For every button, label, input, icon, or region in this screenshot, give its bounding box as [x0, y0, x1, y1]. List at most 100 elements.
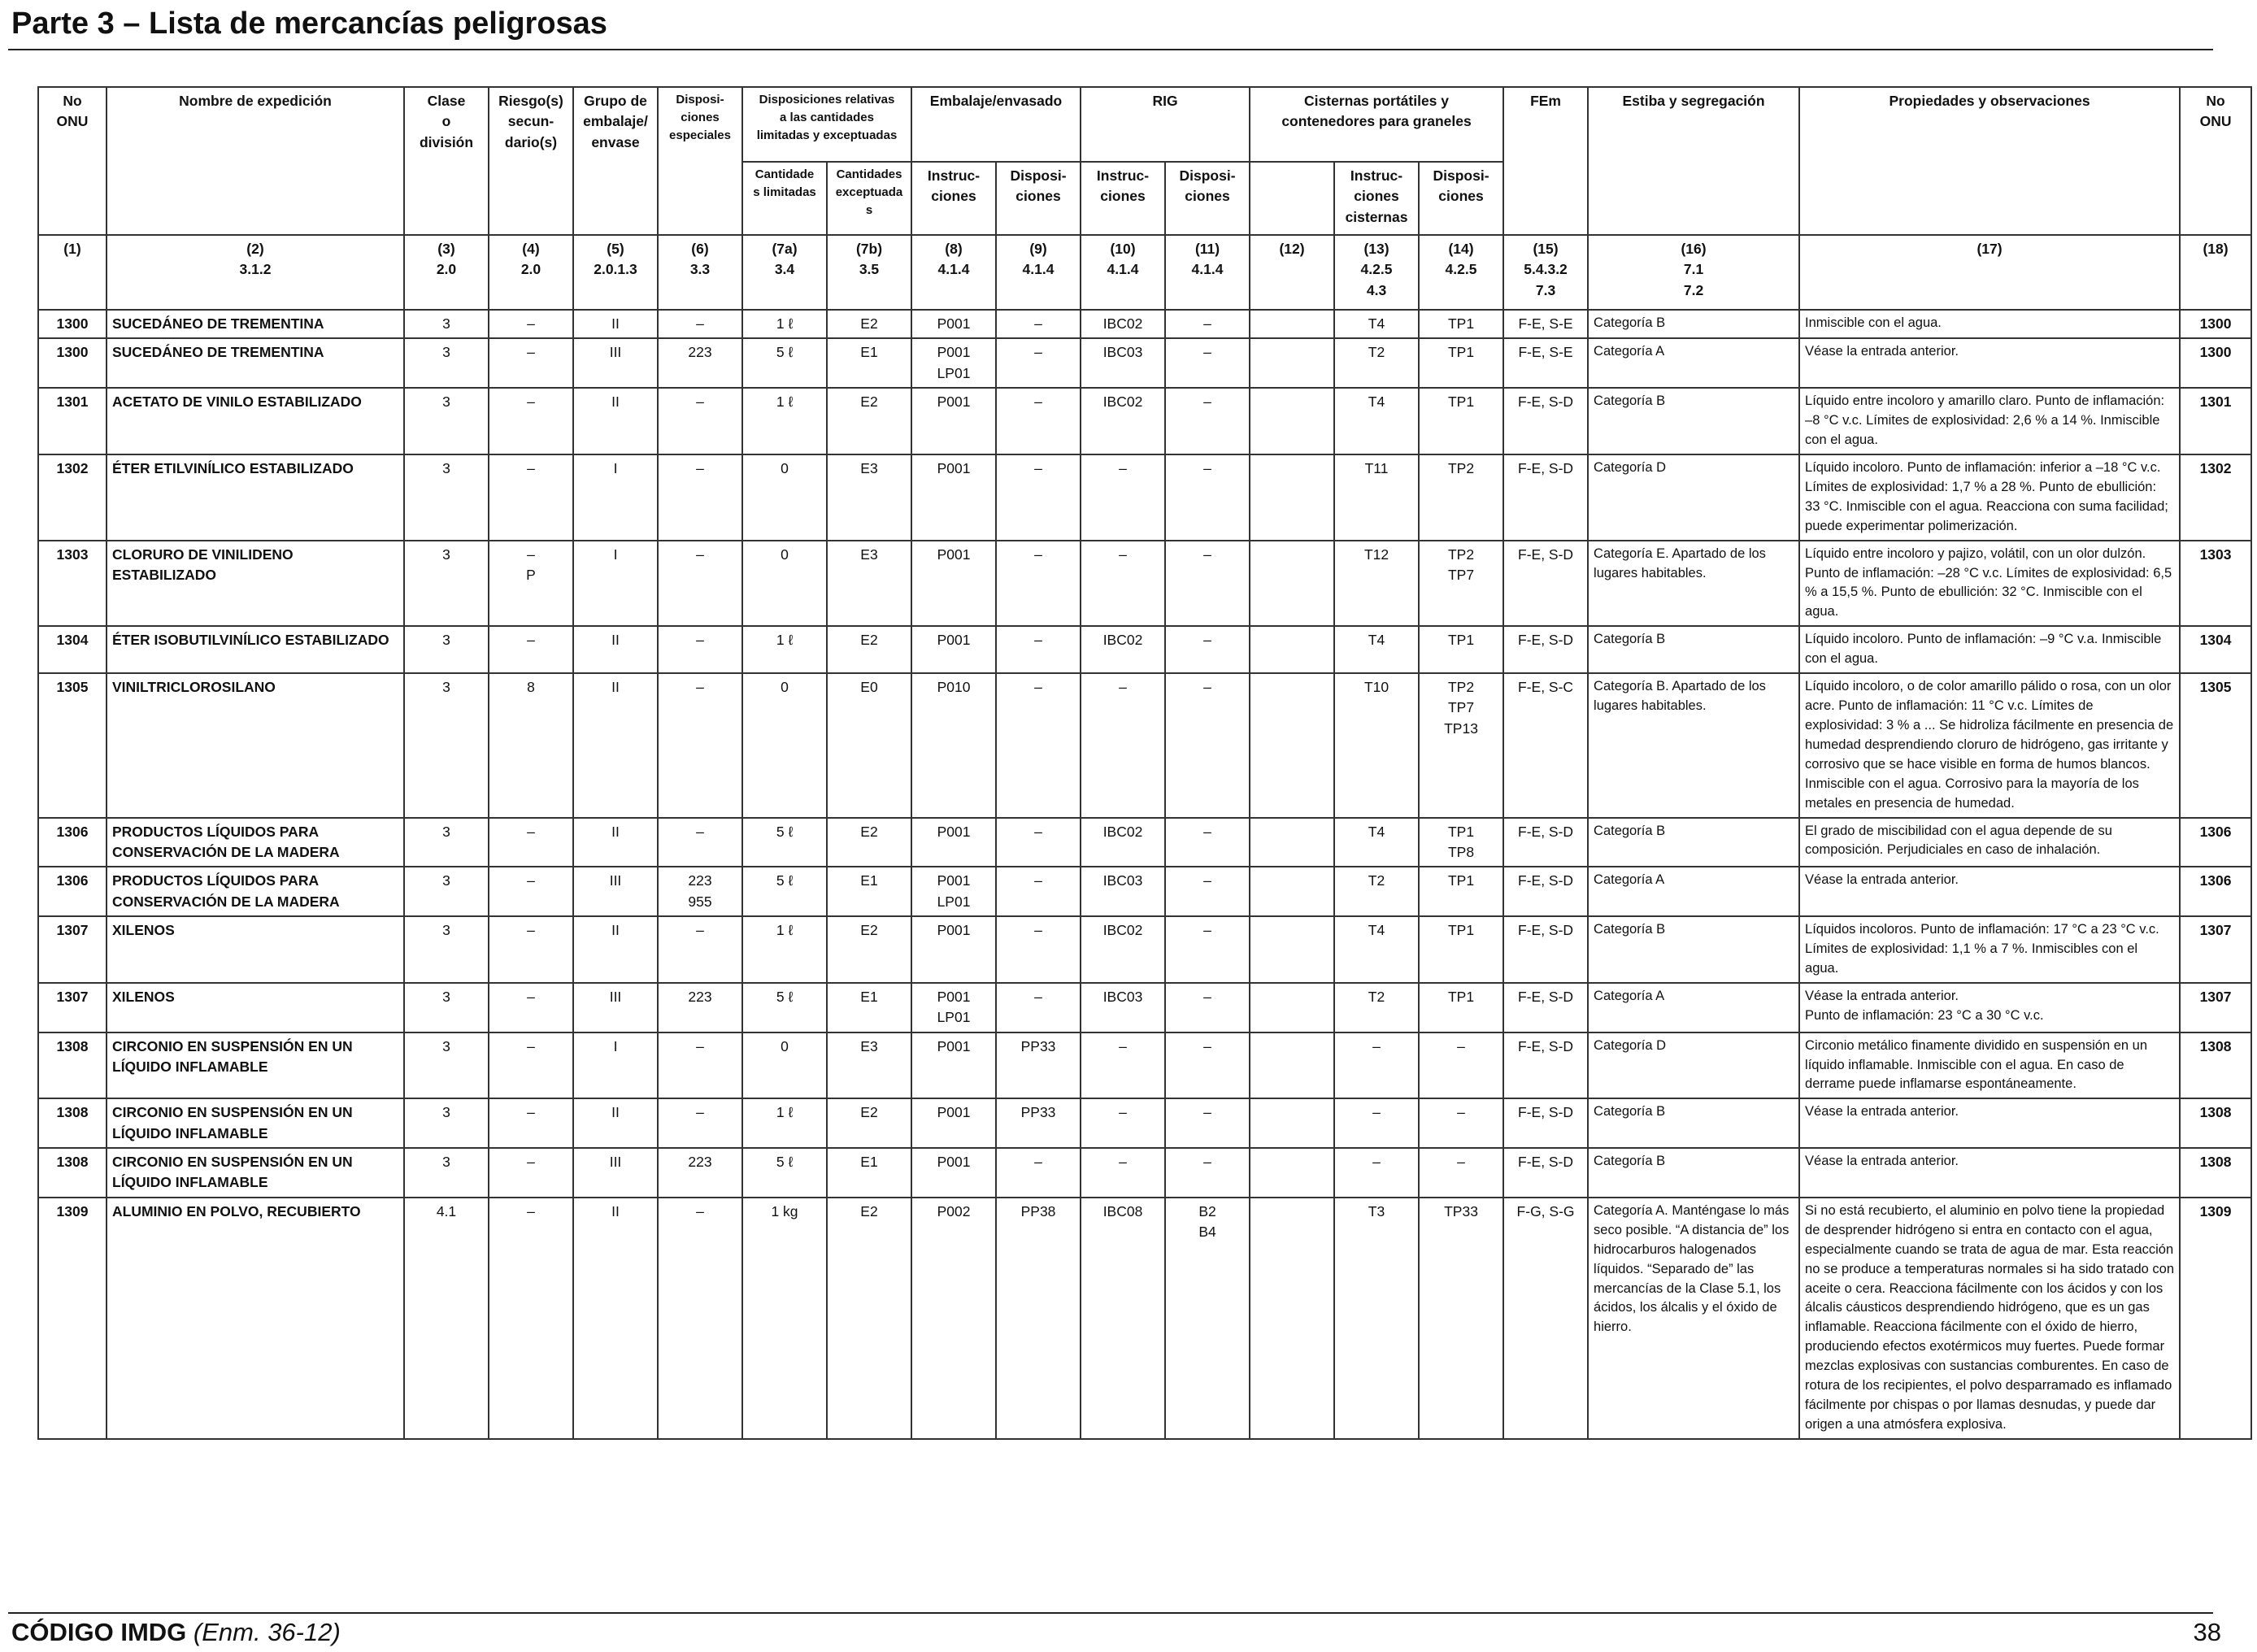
- table-body: 1300 SUCEDÁNEO DE TREMENTINA 3– II –1 ℓ E2 P00…: [37, 308, 2253, 1440]
- cell-ibc-instruction: –: [1080, 1147, 1167, 1198]
- page-title: Parte 3 – Lista de mercancías peligrosas: [11, 7, 607, 41]
- header-un-no-right: No ONU: [2179, 86, 2253, 236]
- cell-packing-instruction: P002: [911, 1196, 997, 1440]
- cell-stowage: Categoría B: [1587, 915, 1801, 984]
- column-number: (7b) 3.5: [826, 234, 912, 311]
- cell-ems: F-E, S-D: [1502, 915, 1589, 984]
- cell-special-provisions: –: [657, 1196, 743, 1440]
- cell-ibc-provision: –: [1164, 1147, 1251, 1198]
- cell-packing-instruction: P001: [911, 1098, 997, 1150]
- cell-tank-provision: –: [1418, 1098, 1505, 1150]
- cell-un-number: 1304: [37, 625, 107, 675]
- cell-packing-group: II: [572, 1098, 659, 1150]
- cell-packing-provision: –: [994, 866, 1082, 918]
- table-row: 1307 XILENOS 3– II –1 ℓ E2 P001– IBC02– T4 TP1 F-E…: [37, 915, 2253, 984]
- cell-special-provisions: 223: [657, 981, 743, 1033]
- cell-subsidiary-risk: – P: [488, 539, 574, 628]
- column-number: (1): [37, 234, 107, 311]
- dangerous-goods-table: No ONU Nombre de expedición Clase o divi…: [37, 86, 2253, 1440]
- header-limited-quantities: Cantidade s limitadas: [741, 161, 828, 236]
- cell-tank-instruction: T4: [1333, 816, 1420, 868]
- cell-stowage: Categoría B: [1587, 387, 1801, 455]
- cell-shipping-name: CLORURO DE VINILIDENO ESTABILIZADO: [106, 539, 405, 628]
- cell-stowage: Categoría B: [1587, 625, 1801, 675]
- cell-class: 3: [403, 866, 489, 918]
- header-packing-instructions: Instruc- ciones: [911, 161, 997, 236]
- cell-shipping-name: VINILTRICLOROSILANO: [106, 672, 405, 819]
- column-number: (9) 4.1.4: [994, 234, 1082, 311]
- cell-excepted-quantity: E1: [826, 981, 912, 1033]
- cell-subsidiary-risk: –: [488, 1031, 574, 1100]
- cell-properties: Véase la entrada anterior.: [1798, 337, 2181, 389]
- column-number: (17): [1798, 234, 2181, 311]
- cell-stowage: Categoría D: [1587, 453, 1801, 541]
- cell-excepted-quantity: E2: [826, 816, 912, 868]
- cell-packing-instruction: P001: [911, 453, 997, 541]
- cell-ems: F-E, S-E: [1502, 308, 1589, 340]
- cell-limited-quantity: 1 kg: [741, 1196, 828, 1440]
- cell-un-number-right: 1306: [2179, 816, 2253, 868]
- title-rule: [8, 49, 2213, 50]
- cell-subsidiary-risk: –: [488, 1196, 574, 1440]
- table-row: 1301 ACETATO DE VINILO ESTABILIZADO 3– II –1…: [37, 387, 2253, 455]
- cell-excepted-quantity: E1: [826, 1147, 912, 1198]
- cell-subsidiary-risk: –: [488, 1147, 574, 1198]
- cell-tank-provision: TP1: [1418, 337, 1505, 389]
- cell-packing-instruction: P001: [911, 816, 997, 868]
- cell-ems: F-E, S-D: [1502, 539, 1589, 628]
- cell-ibc-provision: –: [1164, 453, 1251, 541]
- cell-tank-instruction: –: [1333, 1098, 1420, 1150]
- header-packaging: Embalaje/envasado: [910, 86, 1082, 163]
- table-row: 1309 ALUMINIO EN POLVO, RECUBIERTO 4.1– II –…: [37, 1196, 2253, 1440]
- cell-un-number: 1308: [37, 1147, 107, 1198]
- cell-subsidiary-risk: –: [488, 915, 574, 984]
- cell-tank-provision: TP1: [1418, 387, 1505, 455]
- cell-un-number-right: 1302: [2179, 453, 2253, 541]
- cell-stowage: Categoría E. Apartado de los lugares hab…: [1587, 539, 1801, 628]
- cell-un-number-right: 1305: [2179, 672, 2253, 819]
- cell-ibc-provision: –: [1164, 625, 1251, 675]
- table-row: 1305 VINILTRICLOROSILANO 3 8 II –0 E0 P010– – – T1…: [37, 672, 2253, 819]
- footer-code: CÓDIGO IMDG (Enm. 36-12): [11, 1618, 341, 1647]
- cell-packing-provision: –: [994, 539, 1082, 628]
- cell-subsidiary-risk: –: [488, 981, 574, 1033]
- cell-stowage: Categoría A. Manténgase lo más seco posi…: [1587, 1196, 1801, 1440]
- cell-un-number-right: 1300: [2179, 308, 2253, 340]
- cell-un-number: 1302: [37, 453, 107, 541]
- header-properties: Propiedades y observaciones: [1798, 86, 2181, 236]
- cell-ibc-instruction: IBC02: [1080, 387, 1167, 455]
- page-number: 38: [2193, 1618, 2221, 1646]
- cell-un-number-right: 1303: [2179, 539, 2253, 628]
- cell-packing-group: III: [572, 866, 659, 918]
- cell-col-12: [1249, 1196, 1336, 1440]
- cell-packing-instruction: P001: [911, 539, 997, 628]
- cell-properties: Véase la entrada anterior. Punto de infl…: [1798, 981, 2181, 1033]
- cell-packing-instruction: P001: [911, 915, 997, 984]
- header-excepted-quantities: Cantidades exceptuadas: [826, 161, 912, 236]
- cell-col-12: [1249, 866, 1336, 918]
- cell-ems: F-E, S-D: [1502, 1147, 1589, 1198]
- cell-limited-quantity: 1 ℓ: [741, 387, 828, 455]
- cell-shipping-name: CIRCONIO EN SUSPENSIÓN EN UN LÍQUIDO INF…: [106, 1147, 405, 1198]
- column-number: (14) 4.2.5: [1418, 234, 1505, 311]
- cell-properties: Líquido incoloro, o de color amarillo pá…: [1798, 672, 2181, 819]
- footer-amendment: (Enm. 36-12): [193, 1618, 341, 1646]
- cell-un-number-right: 1300: [2179, 337, 2253, 389]
- cell-un-number-right: 1304: [2179, 625, 2253, 675]
- header-class: Clase o división: [403, 86, 489, 236]
- column-number: (13) 4.2.5 4.3: [1333, 234, 1420, 311]
- cell-subsidiary-risk: –: [488, 308, 574, 340]
- column-number: (11) 4.1.4: [1164, 234, 1251, 311]
- cell-packing-provision: –: [994, 816, 1082, 868]
- cell-tank-instruction: T4: [1333, 915, 1420, 984]
- cell-packing-instruction: P001: [911, 1147, 997, 1198]
- cell-ibc-instruction: IBC02: [1080, 915, 1167, 984]
- cell-excepted-quantity: E2: [826, 387, 912, 455]
- cell-col-12: [1249, 453, 1336, 541]
- column-number: (3) 2.0: [403, 234, 489, 311]
- cell-packing-group: II: [572, 816, 659, 868]
- cell-stowage: Categoría D: [1587, 1031, 1801, 1100]
- cell-excepted-quantity: E2: [826, 308, 912, 340]
- column-number: (6) 3.3: [657, 234, 743, 311]
- cell-subsidiary-risk: –: [488, 453, 574, 541]
